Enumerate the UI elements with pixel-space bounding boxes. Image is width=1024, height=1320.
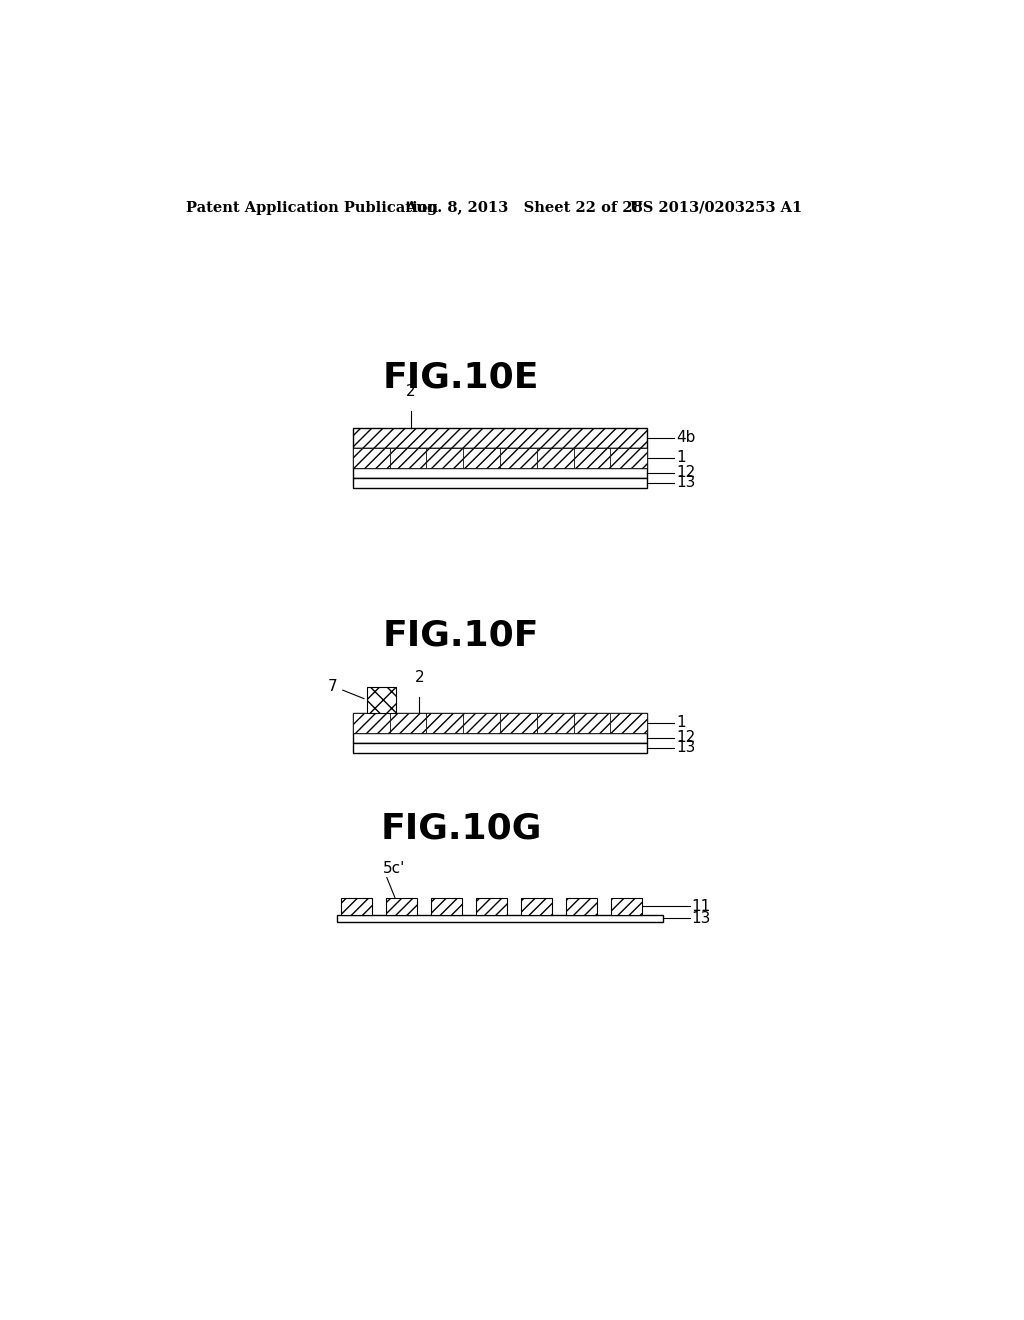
Text: 13: 13: [691, 911, 711, 925]
Bar: [431, 898, 462, 915]
Text: 5c': 5c': [383, 861, 406, 876]
Bar: [352, 743, 647, 752]
Bar: [521, 898, 552, 915]
Bar: [463, 447, 500, 469]
Text: Patent Application Publication: Patent Application Publication: [186, 201, 438, 215]
Bar: [352, 478, 647, 488]
Bar: [389, 447, 426, 469]
Text: 12: 12: [676, 730, 695, 746]
Text: 7: 7: [328, 678, 365, 698]
Text: US 2013/0203253 A1: US 2013/0203253 A1: [630, 201, 803, 215]
Bar: [337, 915, 663, 923]
Bar: [386, 898, 417, 915]
Bar: [352, 713, 389, 733]
Bar: [573, 713, 610, 733]
Bar: [537, 713, 573, 733]
Bar: [476, 898, 507, 915]
Bar: [352, 469, 647, 478]
Bar: [566, 898, 597, 915]
Text: 2: 2: [407, 384, 416, 399]
Text: 2: 2: [415, 671, 424, 685]
Bar: [367, 686, 396, 713]
Bar: [463, 713, 500, 733]
Bar: [389, 713, 426, 733]
Text: FIG.10G: FIG.10G: [381, 812, 542, 845]
Text: FIG.10F: FIG.10F: [383, 619, 540, 653]
Bar: [426, 447, 463, 469]
Bar: [341, 898, 372, 915]
Bar: [352, 447, 389, 469]
Text: Aug. 8, 2013   Sheet 22 of 28: Aug. 8, 2013 Sheet 22 of 28: [406, 201, 643, 215]
Text: 11: 11: [691, 899, 711, 913]
Bar: [352, 713, 647, 733]
Bar: [573, 447, 610, 469]
Text: 12: 12: [676, 466, 695, 480]
Bar: [610, 447, 647, 469]
Bar: [500, 447, 537, 469]
Bar: [610, 713, 647, 733]
Bar: [426, 713, 463, 733]
Bar: [537, 447, 573, 469]
Bar: [352, 447, 647, 469]
Text: 1: 1: [676, 715, 685, 730]
Bar: [500, 713, 537, 733]
Text: 4b: 4b: [676, 430, 695, 445]
Bar: [352, 733, 647, 743]
Bar: [611, 898, 642, 915]
Bar: [352, 428, 647, 447]
Text: 13: 13: [676, 475, 695, 491]
Text: 1: 1: [676, 450, 685, 466]
Text: FIG.10E: FIG.10E: [383, 360, 540, 395]
Text: 13: 13: [676, 741, 695, 755]
